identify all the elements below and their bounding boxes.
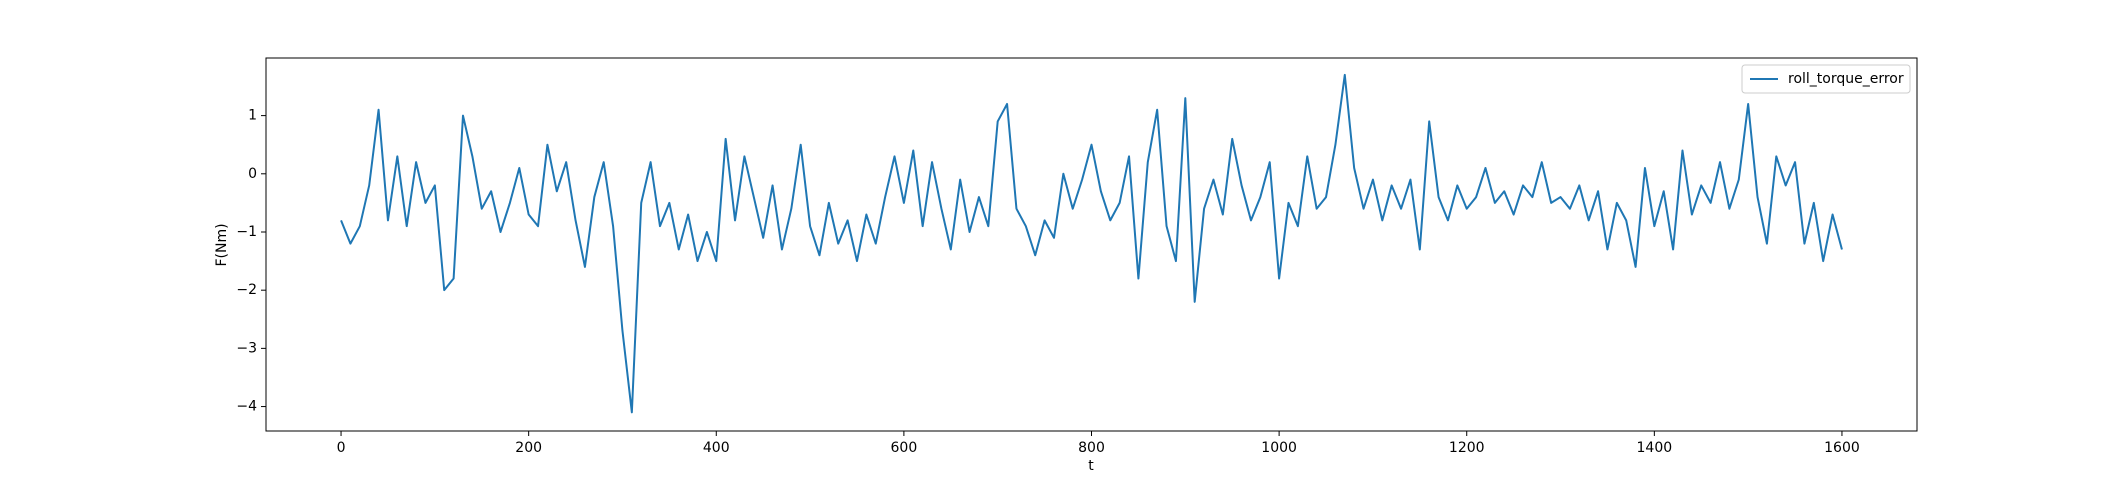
legend-label: roll_torque_error: [1788, 71, 1904, 87]
x-axis-label: t: [1088, 458, 1094, 474]
x-tick-label: 1000: [1261, 440, 1297, 456]
y-tick-label: −1: [236, 224, 257, 240]
x-tick-label: 1200: [1449, 440, 1485, 456]
y-tick-label: 1: [248, 108, 257, 124]
axes-frame: [265, 57, 1918, 432]
x-tick-label: 400: [703, 440, 730, 456]
y-tick-label: −2: [236, 282, 257, 298]
y-axis-label: F(Nm): [214, 223, 230, 266]
legend-box: [1741, 64, 1911, 94]
line-series: [340, 73, 1843, 414]
y-tick-label: −4: [236, 399, 257, 415]
x-tick-label: 0: [337, 440, 346, 456]
x-tick-label: 200: [515, 440, 542, 456]
x-tick-label: 1600: [1824, 440, 1860, 456]
x-tick-label: 800: [1078, 440, 1105, 456]
y-tick-label: −3: [236, 340, 257, 356]
x-tick-label: 600: [891, 440, 918, 456]
x-tick-label: 1400: [1637, 440, 1673, 456]
y-tick-label: 0: [248, 166, 257, 182]
